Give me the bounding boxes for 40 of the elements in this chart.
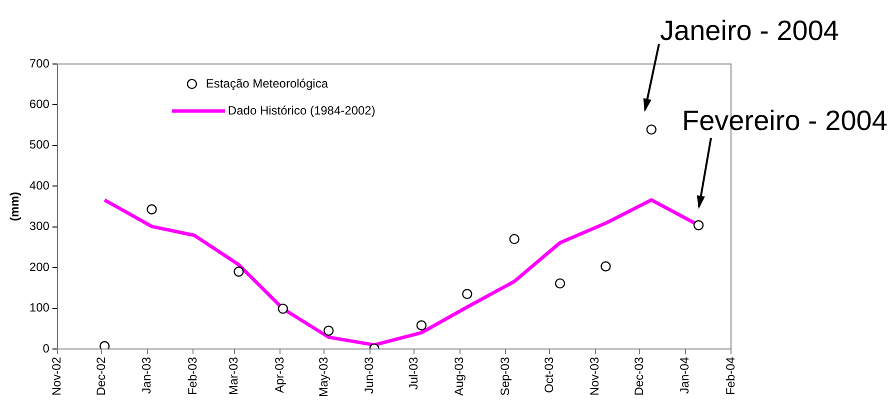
point xyxy=(234,266,244,277)
text: Janeiro - 2004 xyxy=(660,15,840,46)
x-tick-label: May-03 xyxy=(316,356,331,397)
y-tick-label: 700 xyxy=(29,56,50,70)
x-tick-label: Feb-04 xyxy=(723,356,738,396)
annotation: Fevereiro - 2004 xyxy=(682,105,888,136)
x-tick-label: Apr-03 xyxy=(272,356,286,394)
x-tick-label: Sep-03 xyxy=(498,356,512,396)
y-tick-label: 100 xyxy=(29,300,50,315)
x-tick-label: Jan-04 xyxy=(678,356,692,394)
legend-label: Estação Meteorológica xyxy=(206,76,328,90)
x-tick-label: Dec-02 xyxy=(94,356,108,396)
x-tick-label: Jul-03 xyxy=(406,356,420,390)
point xyxy=(324,326,334,336)
x-tick-label: Feb-03 xyxy=(185,356,200,396)
point xyxy=(416,320,427,330)
point xyxy=(646,124,657,135)
legend-label: Dado Histórico (1984-2002) xyxy=(228,103,376,118)
point xyxy=(146,204,157,214)
y-tick-label: 300 xyxy=(29,219,50,234)
x-tick-label: Dec-03 xyxy=(632,356,646,396)
x-tick-label: Nov-02 xyxy=(50,356,64,396)
y-tick-label: 600 xyxy=(29,97,50,112)
x-tick-label: Nov-03 xyxy=(588,356,602,396)
point xyxy=(509,234,520,244)
y-axis-title: (mm) xyxy=(8,192,22,222)
x-tick-label: Jun-03 xyxy=(362,356,376,394)
y-tick-label: 200 xyxy=(29,260,50,274)
point xyxy=(600,261,611,272)
point xyxy=(693,220,704,230)
point xyxy=(554,278,566,289)
y-tick-label: 500 xyxy=(29,138,50,152)
x-tick-label: Aug-03 xyxy=(452,356,466,396)
y-tick-label: 400 xyxy=(29,178,50,192)
point xyxy=(278,304,288,314)
x-tick-label: Jan-03 xyxy=(140,356,154,394)
point xyxy=(462,288,472,300)
y-tick-label: 0 xyxy=(42,341,50,356)
x-tick-label: Oct-03 xyxy=(542,356,556,393)
x-tick-label: Mar-03 xyxy=(226,356,241,395)
